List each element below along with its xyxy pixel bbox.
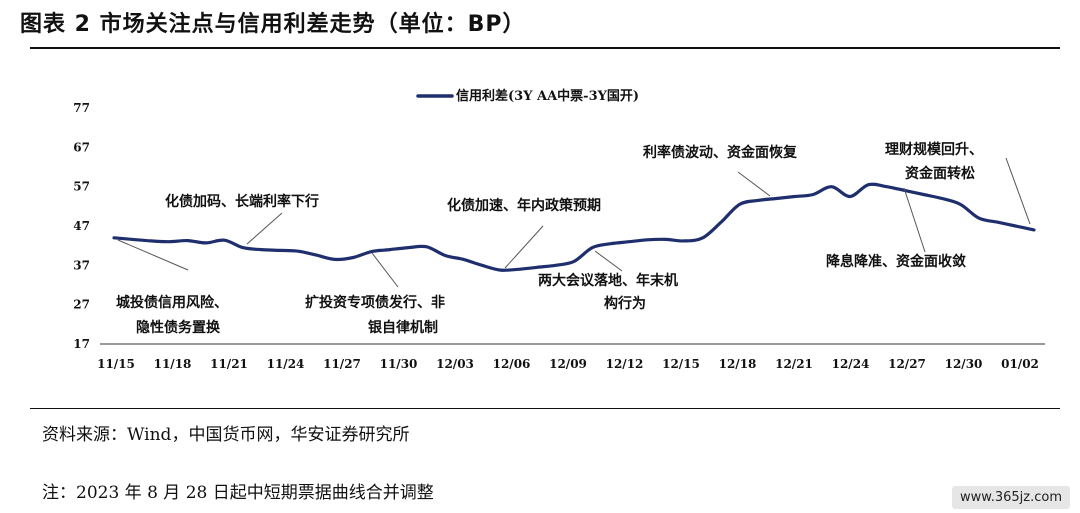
annotation-leader (246, 212, 283, 245)
x-tick-label: 01/02 (1001, 357, 1039, 371)
y-tick-label: 47 (73, 219, 90, 233)
x-tick-label: 11/21 (210, 357, 248, 371)
annotation-text: 构行为 (604, 295, 646, 312)
annotation-leader (903, 187, 926, 253)
annotation-leader (737, 171, 771, 197)
annotation-text: 银自律机制 (368, 319, 438, 336)
annotation-text: 隐性债务置换 (136, 319, 221, 336)
x-tick-label: 12/06 (493, 357, 531, 371)
annotation-leader (594, 250, 623, 272)
annotation-leader (504, 225, 544, 269)
annotation-leader (117, 239, 189, 271)
y-tick-label: 67 (73, 140, 90, 154)
y-tick-label: 77 (73, 101, 90, 115)
x-tick-label: 12/15 (662, 357, 700, 371)
x-tick-label: 11/18 (154, 357, 192, 371)
y-tick-label: 17 (73, 337, 90, 351)
source-text: 资料来源：Wind，中国货币网，华安证券研究所 (42, 425, 410, 445)
x-tick-label: 12/03 (436, 357, 474, 371)
annotation-text: 城投债信用风险、 (116, 294, 228, 311)
annotation-text: 资金面转松 (905, 165, 975, 182)
chart-title: 图表 2 市场关注点与信用利差走势（单位：BP） (20, 12, 526, 37)
x-tick-label: 12/21 (775, 357, 813, 371)
x-tick-label: 12/18 (719, 357, 757, 371)
x-tick-label: 11/15 (97, 357, 135, 371)
y-tick-label: 37 (73, 258, 90, 272)
legend-label: 信用利差(3Y AA中票-3Y国开) (456, 88, 639, 104)
annotation-leader (371, 252, 399, 288)
x-tick-label: 12/30 (945, 357, 983, 371)
x-tick-label: 11/24 (267, 357, 305, 371)
footer-rule (30, 408, 1060, 409)
annotation-text: 化债加速、年内政策预期 (447, 197, 601, 214)
note-text: 注：2023 年 8 月 28 日起中短期票据曲线合并调整 (42, 483, 434, 503)
annotation-text: 降息降准、资金面收敛 (826, 253, 966, 270)
x-tick-label: 12/09 (549, 357, 587, 371)
x-tick-label: 12/24 (832, 357, 870, 371)
annotation-text: 扩投资专项债发行、非 (305, 294, 445, 311)
watermark: www.365jz.com (952, 486, 1070, 509)
title-rule (30, 47, 1060, 49)
y-tick-label: 57 (73, 180, 90, 194)
x-tick-label: 11/27 (323, 357, 361, 371)
x-axis-labels: 11/15 11/18 11/21 11/24 11/27 11/30 12/03 12/06… (97, 357, 1039, 371)
series-group (112, 182, 1036, 272)
annotation-text: 化债加码、长端利率下行 (165, 193, 319, 210)
x-tick-label: 12/27 (888, 357, 926, 371)
annotation-text: 利率债波动、资金面恢复 (643, 144, 798, 161)
annotation-text: 两大会议落地、年末机 (538, 272, 678, 289)
annotation-leader (1005, 157, 1031, 225)
annotation-text: 理财规模回升、 (885, 141, 983, 158)
y-tick-label: 27 (73, 298, 90, 312)
y-axis-labels: 17 27 37 47 57 67 77 (73, 101, 90, 351)
x-tick-label: 12/12 (606, 357, 644, 371)
series-line (112, 182, 1036, 272)
chart-legend: 信用利差(3Y AA中票-3Y国开) (416, 88, 639, 104)
x-tick-label: 11/30 (380, 357, 418, 371)
